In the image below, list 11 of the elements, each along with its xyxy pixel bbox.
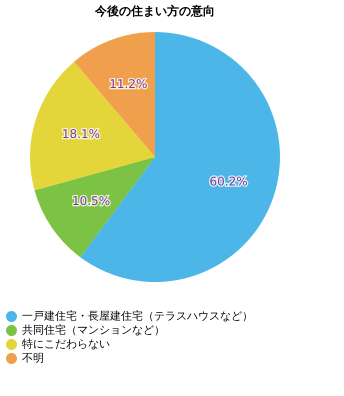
chart-title: 今後の住まい方の意向	[94, 4, 215, 18]
data-label: 60.2%	[209, 174, 248, 188]
data-label: 18.1%	[62, 127, 100, 142]
data-label: 11.2%	[109, 77, 148, 92]
legend-label: 一戸建住宅・長屋建住宅（テラスハウスなど）	[22, 310, 253, 322]
data-label: 10.5%	[72, 194, 110, 208]
legend-label: 特にこだわらない	[22, 338, 110, 350]
legend-label: 共同住宅（マンションなど）	[22, 324, 165, 336]
legend-label: 不明	[22, 352, 44, 364]
pie-slice	[30, 62, 155, 190]
pie-slice	[34, 157, 155, 258]
